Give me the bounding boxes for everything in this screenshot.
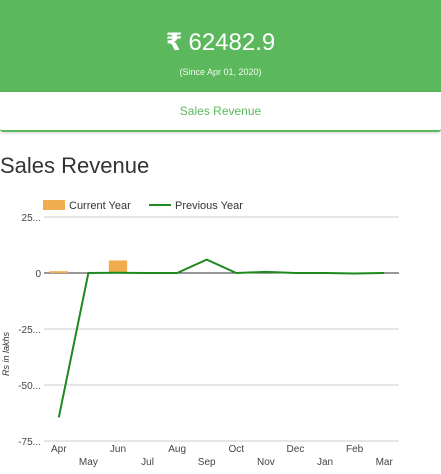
grid-layer — [44, 216, 399, 442]
x-tick-label: Mar — [376, 457, 394, 468]
since-date-text: (Since Apr 01, 2020) — [179, 67, 262, 77]
bar-current-year — [49, 271, 68, 273]
tab-bar: Sales Revenue — [0, 92, 441, 132]
rupee-icon: ₹ — [165, 29, 183, 56]
y-tick-label: 0 — [35, 269, 41, 280]
x-tick-label: Aug — [168, 444, 186, 455]
total-amount-value: 62482.9 — [188, 29, 276, 56]
label-layer: 25... 0 -25... -50... -75... Apr May Jun Jul Aug S… — [18, 213, 393, 468]
x-tick-label: Sep — [198, 457, 216, 468]
x-tick-label: Jan — [317, 457, 333, 468]
tab-sales-revenue[interactable]: Sales Revenue — [179, 104, 262, 118]
x-tick-label: May — [79, 457, 98, 468]
line-layer — [57, 258, 385, 418]
x-tick-label: Jun — [110, 444, 126, 455]
y-tick-label: -50... — [18, 381, 41, 392]
y-tick-label: -25... — [18, 325, 41, 336]
line-previous-year — [57, 258, 385, 418]
revenue-summary-card: ₹ 62482.9 (Since Apr 01, 2020) — [0, 0, 441, 92]
bar-current-year — [108, 260, 128, 273]
x-tick-label: Apr — [51, 444, 67, 455]
y-tick-label: -75... — [18, 437, 41, 448]
total-amount: ₹ 62482.9 — [0, 28, 441, 58]
x-tick-label: Feb — [346, 444, 364, 455]
legend-swatch-current-year — [43, 200, 65, 210]
bar-layer — [49, 260, 128, 273]
x-tick-label: Dec — [287, 444, 305, 455]
sales-revenue-chart: Current Year Previous Year Rs in lakhs 2… — [1, 200, 399, 468]
x-tick-label: Oct — [229, 444, 245, 455]
section-title: Sales Revenue — [0, 153, 150, 178]
legend-label-current-year: Current Year — [69, 200, 131, 212]
x-tick-label: Nov — [257, 457, 275, 468]
y-tick-label: 25... — [22, 213, 41, 224]
y-axis-label: Rs in lakhs — [1, 331, 11, 376]
x-tick-label: Jul — [141, 457, 154, 468]
legend-label-previous-year: Previous Year — [175, 200, 243, 212]
